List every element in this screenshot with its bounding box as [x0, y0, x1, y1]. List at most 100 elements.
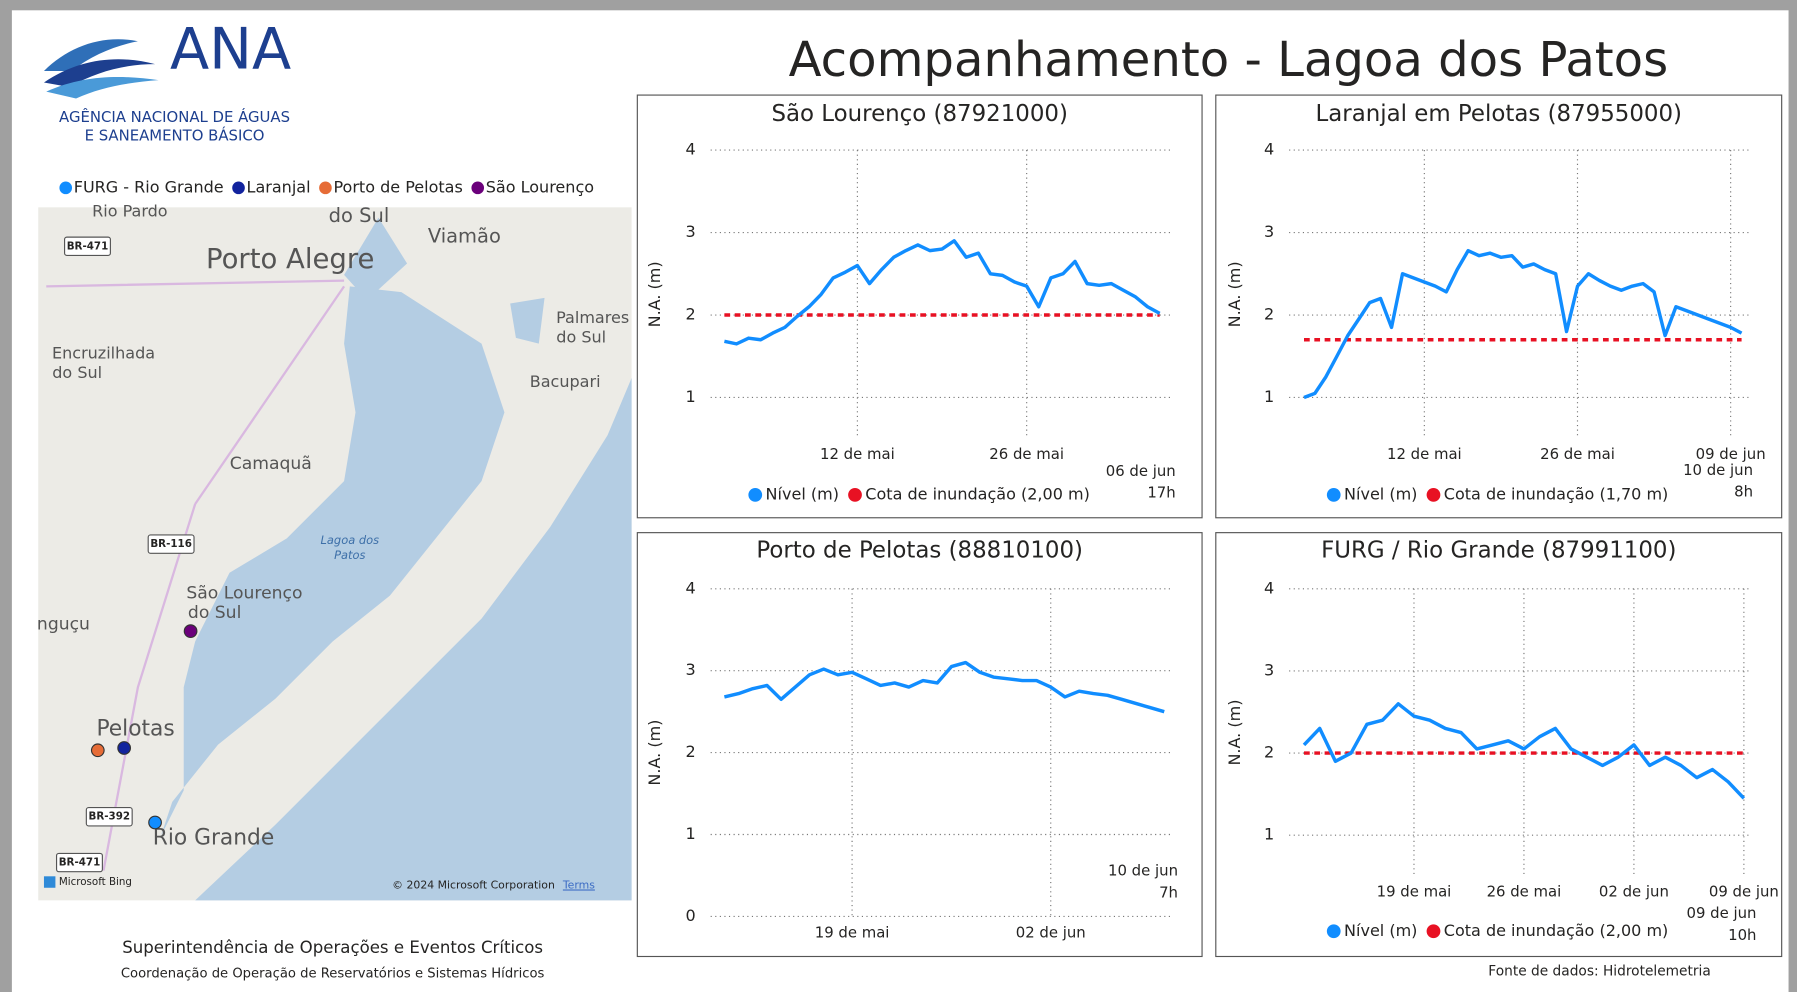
footer-line: Coordenação de Operação de Reservatórios…: [121, 966, 545, 982]
legend-marker: [232, 182, 245, 195]
legend-label: Cota de inundação (2,00 m): [1444, 921, 1669, 940]
y-tick-label: 2: [1264, 305, 1274, 324]
map-label: do Sul: [188, 603, 241, 623]
agency-name: AGÊNCIA NACIONAL DE ÁGUAS: [59, 108, 290, 126]
y-tick-label: 1: [1264, 825, 1274, 844]
chart-title: Porto de Pelotas (88810100): [756, 537, 1083, 563]
chart: Porto de Pelotas (88810100) 0 1 2 3 4 19 de ma…: [637, 533, 1202, 957]
map-label: Viamão: [428, 225, 501, 248]
legend-label: Nível (m): [1344, 921, 1417, 940]
update-time: 17h: [1147, 484, 1175, 502]
legend-marker: [319, 182, 332, 195]
x-tick-label: 12 de mai: [1387, 445, 1462, 463]
map-label: Rio Pardo: [92, 201, 168, 220]
y-tick-label: 2: [1264, 743, 1274, 762]
legend: Nível (m) Cota de inundação (2,00 m): [1327, 921, 1668, 940]
chart-box: [637, 533, 1202, 957]
x-tick-label: 26 de mai: [989, 445, 1064, 463]
legend-label: Cota de inundação (2,00 m): [865, 484, 1090, 503]
map-label: do Sul: [329, 204, 390, 227]
y-tick-label: 3: [1264, 660, 1274, 679]
station-marker: [118, 742, 131, 755]
y-tick-label: 2: [686, 305, 696, 324]
legend-marker: [848, 488, 862, 502]
map-terms[interactable]: Terms: [562, 878, 595, 891]
data-source: Fonte de dados: Hidrotelemetria: [1488, 963, 1710, 979]
map-label: São Lourenço: [186, 583, 302, 603]
map-label: Bacupari: [530, 372, 601, 391]
map-copyright: © 2024 Microsoft Corporation: [392, 878, 555, 891]
footer-line: Superintendência de Operações e Eventos …: [122, 938, 543, 957]
map-label: Rio Grande: [153, 826, 274, 851]
x-tick-label: 02 de jun: [1599, 882, 1669, 900]
x-tick-label: 26 de mai: [1487, 882, 1562, 900]
legend-label: Nível (m): [1344, 484, 1417, 503]
legend-marker: [1327, 924, 1341, 938]
y-axis-label: N.A. (m): [645, 720, 664, 786]
legend-label: FURG - Rio Grande: [74, 177, 224, 196]
map-label: nguçu: [37, 614, 90, 634]
legend-marker: [59, 182, 72, 195]
update-time: 06 de jun: [1106, 462, 1176, 480]
map-label: Palmares: [556, 308, 629, 327]
map-label: do Sul: [52, 363, 102, 382]
y-axis-label: N.A. (m): [645, 261, 664, 327]
road-label: BR-471: [59, 857, 101, 869]
dashboard: ANA AGÊNCIA NACIONAL DE ÁGUAS E SANEAMEN…: [0, 0, 1797, 992]
y-tick-label: 3: [686, 660, 696, 679]
update-time: 10h: [1728, 926, 1756, 944]
map: Rio Pardo do Sul Viamão Porto Alegre Palmare…: [37, 201, 632, 900]
x-tick-label: 26 de mai: [1540, 445, 1615, 463]
legend: Nível (m)Cota de inundação (1,70 m): [1327, 484, 1668, 503]
update-time: 7h: [1159, 883, 1178, 901]
y-axis-label: N.A. (m): [1225, 700, 1244, 766]
y-axis-label: N.A. (m): [1225, 261, 1244, 327]
x-tick-label: 02 de jun: [1016, 924, 1086, 942]
legend-label: Laranjal: [247, 177, 311, 196]
legend-marker: [471, 182, 484, 195]
y-tick-label: 4: [1264, 578, 1274, 597]
logo-text: ANA: [170, 15, 291, 82]
legend-label: Nível (m): [766, 484, 839, 503]
map-provider: Microsoft Bing: [59, 876, 132, 888]
y-tick-label: 1: [1264, 387, 1274, 406]
road-label: BR-116: [150, 538, 192, 550]
y-tick-label: 4: [686, 578, 696, 597]
update-time: 10 de jun: [1108, 862, 1178, 880]
chart-box: [637, 95, 1202, 518]
chart-title: FURG / Rio Grande (87991100): [1321, 537, 1676, 563]
road-label: BR-471: [67, 240, 109, 252]
station-marker: [149, 816, 162, 829]
y-tick-label: 3: [1264, 222, 1274, 241]
legend-marker: [748, 488, 762, 502]
map-label: Pelotas: [96, 717, 174, 742]
map-label: Porto Alegre: [206, 243, 374, 275]
station-marker: [91, 744, 104, 757]
y-tick-label: 2: [686, 742, 696, 761]
map-label: do Sul: [556, 327, 606, 346]
chart-title: Laranjal em Pelotas (87955000): [1316, 101, 1682, 127]
agency-name: E SANEAMENTO BÁSICO: [85, 126, 265, 144]
map-label: Encruzilhada: [52, 343, 155, 362]
y-tick-label: 1: [686, 387, 696, 406]
chart: Laranjal em Pelotas (87955000) 1 2 3 4 12 de …: [1216, 95, 1782, 518]
y-tick-label: 4: [1264, 140, 1274, 159]
bing-logo: [44, 876, 55, 887]
y-tick-label: 1: [686, 824, 696, 843]
legend-label: São Lourenço: [486, 177, 594, 196]
legend-marker: [1427, 924, 1441, 938]
page-title: Acompanhamento - Lagoa dos Patos: [789, 32, 1669, 88]
update-time: 09 de jun: [1687, 904, 1757, 922]
y-tick-label: 4: [686, 140, 696, 159]
x-tick-label: 19 de mai: [815, 924, 890, 942]
legend: Nível (m) Cota de inundação (2,00 m): [748, 484, 1089, 503]
update-time: 10 de jun: [1683, 461, 1753, 479]
y-tick-label: 0: [686, 906, 696, 925]
legend-marker: [1327, 488, 1341, 502]
map-label: Patos: [334, 548, 365, 562]
map-label: Camaquã: [230, 454, 312, 474]
legend-marker: [1427, 488, 1441, 502]
chart-title: São Lourenço (87921000): [771, 101, 1067, 127]
map-label: Lagoa dos: [321, 533, 380, 547]
